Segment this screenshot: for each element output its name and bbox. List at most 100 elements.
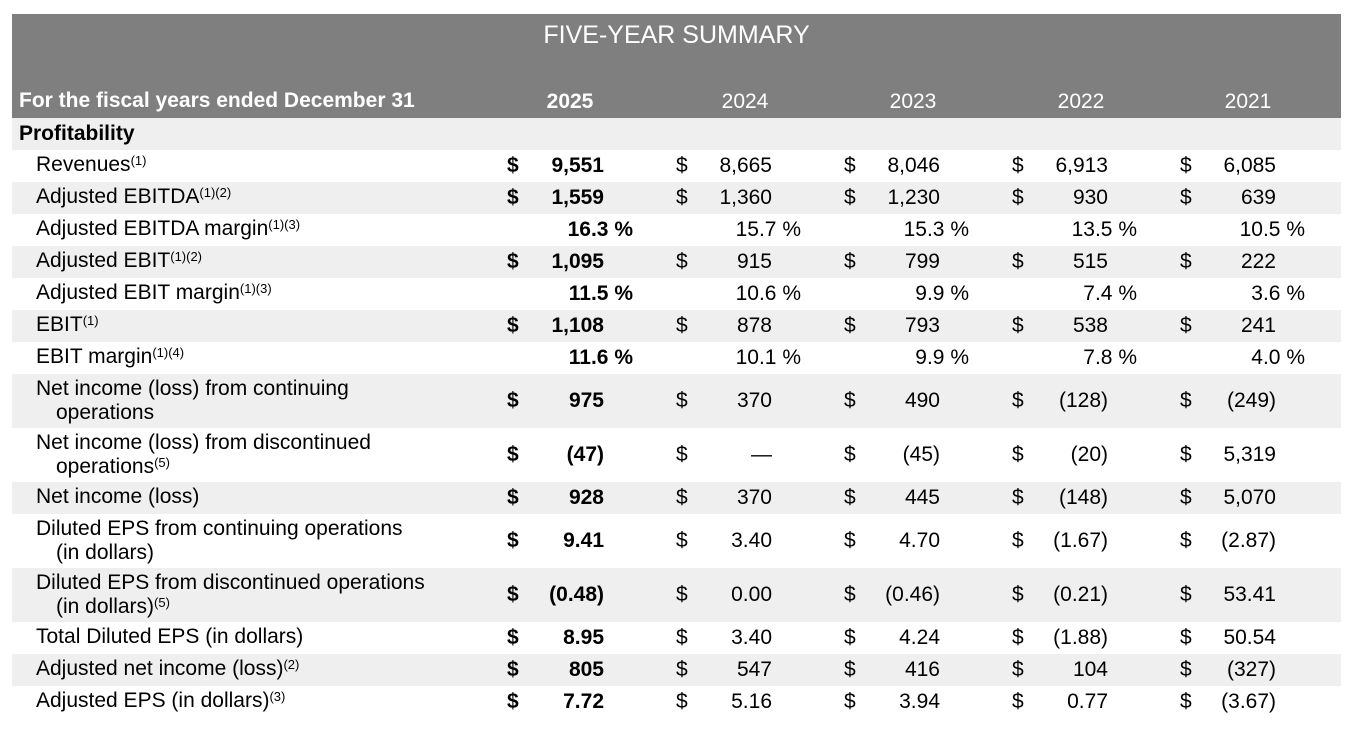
footnote-ref: (5) [154,455,170,470]
value-2022: 13.5 % [1071,218,1137,241]
value-2024: 10.1 % [735,346,801,369]
currency-symbol: $ [507,583,519,606]
value-2024: 370 [736,389,772,412]
currency-symbol: $ [676,626,688,649]
currency-symbol: $ [676,658,688,681]
value-2023: 793 [904,314,940,337]
row-label-text: EBIT margin [36,345,153,368]
currency-symbol: $ [1180,690,1192,713]
value-2025: 16.3 % [567,218,633,241]
row-label-text: Adjusted net income (loss) [36,657,284,680]
value-2022: 7.8 % [1083,346,1137,369]
value-2024: 915 [736,250,772,273]
footnote-ref: (5) [154,595,170,610]
value-2022: 930 [1072,186,1108,209]
currency-symbol: $ [507,186,519,209]
value-2022: 6,913 [1055,154,1108,177]
table-title: FIVE-YEAR SUMMARY [543,21,810,49]
row-label: EBIT(1) [36,313,99,337]
row-label-continuation: (in dollars) [56,595,155,618]
value-2025: (47) [566,443,604,466]
footnote-ref: (1)(4) [152,345,185,360]
table-row: Adjusted net income (loss)(2) $805 $547 $41… [12,654,1341,686]
currency-symbol: $ [1012,443,1024,466]
value-2022: (20) [1070,443,1108,466]
table-header: FIVE-YEAR SUMMARY For the fiscal years e… [12,14,1341,118]
value-2022: (128) [1058,389,1108,412]
value-2025: 975 [568,389,604,412]
five-year-summary-table: FIVE-YEAR SUMMARY For the fiscal years e… [12,14,1341,718]
value-2023: 490 [904,389,940,412]
value-2021: 6,085 [1223,154,1276,177]
currency-symbol: $ [844,529,856,552]
value-2021: 241 [1240,314,1276,337]
table-row: EBIT(1) $1,108 $878 $793 $538 $241 [12,310,1341,342]
currency-symbol: $ [676,314,688,337]
currency-symbol: $ [1180,658,1192,681]
row-label: EBIT margin(1)(4) [36,345,184,369]
currency-symbol: $ [676,486,688,509]
currency-symbol: $ [1012,690,1024,713]
footnote-ref: (1)(3) [239,281,272,296]
currency-symbol: $ [844,154,856,177]
value-2025: 805 [568,658,604,681]
currency-symbol: $ [676,443,688,466]
year-2021-header: 2021 [1224,90,1272,113]
currency-symbol: $ [844,583,856,606]
currency-symbol: $ [507,529,519,552]
row-label-text: Diluted EPS from discontinued operations [36,571,425,594]
currency-symbol: $ [1012,186,1024,209]
currency-symbol: $ [844,658,856,681]
value-2023: 445 [904,486,940,509]
currency-symbol: $ [844,389,856,412]
row-label-continuation: (in dollars) [56,541,155,564]
row-label-text: EBIT [36,313,83,336]
currency-symbol: $ [507,314,519,337]
value-2024: 1,360 [719,186,772,209]
value-2024: 15.7 % [735,218,801,241]
currency-symbol: $ [1180,529,1192,552]
currency-symbol: $ [1180,154,1192,177]
row-label-text: Net income (loss) from continuing [36,377,349,400]
value-2022: 538 [1072,314,1108,337]
value-2023: 1,230 [887,186,940,209]
currency-symbol: $ [844,690,856,713]
value-2022: 104 [1072,658,1108,681]
row-label-text: Adjusted EPS (in dollars) [36,689,270,712]
value-2025: 1,095 [551,250,604,273]
currency-symbol: $ [507,389,519,412]
row-label: Adjusted EBITDA(1)(2) [36,185,231,209]
value-2024: 370 [736,486,772,509]
value-2024: 547 [736,658,772,681]
value-2025: 7.72 [563,690,604,713]
currency-symbol: $ [676,250,688,273]
currency-symbol: $ [676,690,688,713]
currency-symbol: $ [507,658,519,681]
section-profitability: Profitability [12,118,1341,150]
value-2021: (3.67) [1221,690,1276,713]
value-2023: (45) [902,443,940,466]
footnote-ref: (1)(2) [170,249,203,264]
table-row: Diluted EPS from continuing operations (i… [12,514,1341,568]
currency-symbol: $ [1012,314,1024,337]
value-2023: 8,046 [887,154,940,177]
table-row: Adjusted EBIT(1)(2) $1,095 $915 $799 $515 $22… [12,246,1341,278]
footnote-ref: (1)(3) [268,217,301,232]
value-2025: (0.48) [549,583,604,606]
value-2025: 1,108 [551,314,604,337]
value-2023: 3.94 [899,690,940,713]
value-2025: 9.41 [563,529,604,552]
currency-symbol: $ [1180,314,1192,337]
currency-symbol: $ [507,486,519,509]
row-label-text: Adjusted EBITDA [36,185,200,208]
currency-symbol: $ [844,626,856,649]
year-2025-header: 2025 [546,90,594,113]
value-2021: 50.54 [1223,626,1276,649]
table-row: Adjusted EBITDA(1)(2) $1,559 $1,360 $1,230 $… [12,182,1341,214]
row-label-text: Net income (loss) [36,485,200,508]
value-2023: 9.9 % [915,346,969,369]
table-row: Net income (loss) from discontinued opera… [12,428,1341,482]
currency-symbol: $ [1012,583,1024,606]
currency-symbol: $ [1012,250,1024,273]
row-label: Adjusted EBIT margin(1)(3) [36,281,272,305]
